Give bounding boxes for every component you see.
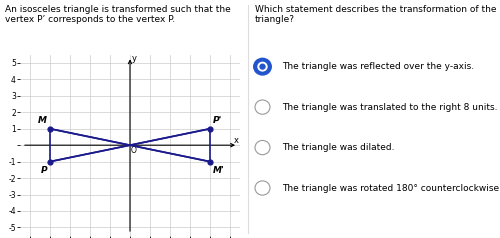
Text: O: O [130,146,136,155]
Text: An isosceles triangle is transformed such that the
vertex P’ corresponds to the : An isosceles triangle is transformed suc… [5,5,231,24]
Circle shape [258,62,267,71]
Text: P: P [40,166,47,175]
Circle shape [260,64,265,69]
Text: The triangle was reflected over the y-axis.: The triangle was reflected over the y-ax… [282,62,474,71]
Text: M: M [38,116,47,125]
Point [206,160,214,164]
Text: The triangle was dilated.: The triangle was dilated. [282,143,395,152]
Text: y: y [132,54,137,63]
Text: The triangle was rotated 180° counterclockwise.: The triangle was rotated 180° counterclo… [282,183,500,193]
Text: P': P' [213,116,222,125]
Point [206,127,214,131]
Text: M': M' [213,166,225,175]
Text: Which statement describes the transformation of the
triangle?: Which statement describes the transforma… [255,5,496,24]
Text: x: x [234,136,238,145]
Point [46,160,54,164]
Text: The triangle was translated to the right 8 units.: The triangle was translated to the right… [282,103,498,112]
Circle shape [254,58,271,75]
Point [46,127,54,131]
